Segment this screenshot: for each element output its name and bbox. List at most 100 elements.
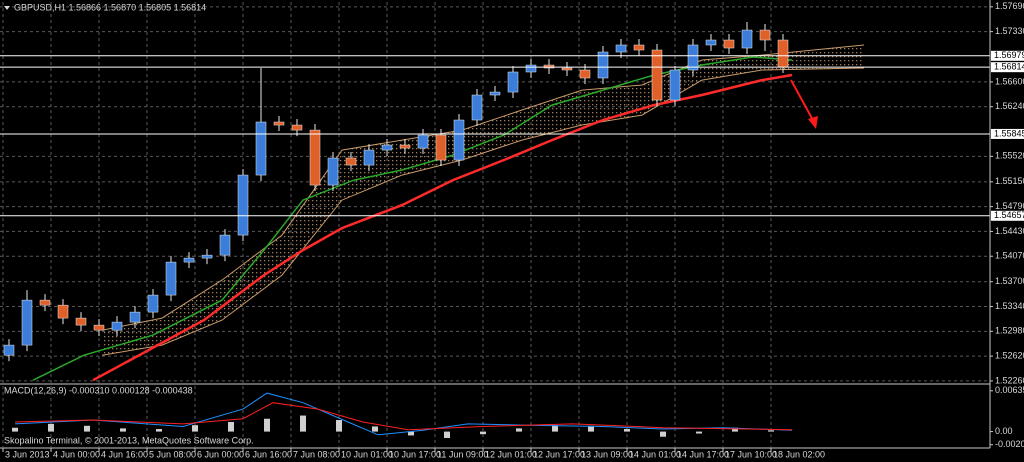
macd-histogram-bar — [768, 430, 774, 432]
macd-histogram-bar — [336, 420, 342, 432]
y-tick-label: 1.56600 — [995, 76, 1024, 86]
x-tick-label: 17 Jun 10:00 — [725, 449, 777, 459]
moving-average — [92, 73, 793, 382]
candle-body — [579, 69, 591, 79]
y-tick-label: 1.55150 — [995, 176, 1024, 186]
y-tick-label: 0.006355 — [995, 385, 1024, 395]
level-label: 1.56814 — [994, 62, 1024, 72]
menu-triangle — [4, 6, 10, 10]
y-tick-label: 1.54430 — [995, 226, 1024, 236]
x-tick-label: 12 Jun 01:00 — [485, 449, 537, 459]
x-tick-label: 13 Jun 09:00 — [581, 449, 633, 459]
macd-histogram-bar — [84, 425, 90, 432]
indicator-title: MACD(12,26,9) -0.000310 0.000128 -0.0004… — [4, 385, 193, 395]
macd-histogram-bar — [660, 431, 666, 437]
candle-body — [255, 121, 267, 176]
candle-body — [147, 294, 159, 313]
candle-body — [561, 67, 573, 71]
x-tick-label: 10 Jun 17:00 — [389, 449, 441, 459]
candle-body — [471, 94, 483, 121]
candle-body — [525, 64, 537, 73]
candle-body — [201, 254, 213, 259]
candle-body — [417, 134, 429, 149]
y-tick-label: 1.52620 — [995, 351, 1024, 361]
level-label-box — [991, 62, 1024, 73]
level-label-box — [991, 210, 1024, 221]
y-tick-label: 1.52260 — [995, 375, 1024, 385]
chart-title: GBPUSD,H1 1.56866 1.56870 1.56805 1.5681… — [14, 2, 206, 12]
candle-body — [57, 304, 69, 319]
level-label: 1.55845 — [994, 128, 1024, 138]
x-tick-label: 10 Jun 01:00 — [341, 449, 393, 459]
annotation-arrow — [790, 79, 818, 129]
y-tick-label: 1.55520 — [995, 151, 1024, 161]
macd-histogram-bar — [120, 428, 126, 432]
candle-body — [363, 149, 375, 166]
copyright: Skopalino Terminal, © 2001-2013, MetaQuo… — [4, 435, 254, 445]
y-tick-label: 1.53340 — [995, 301, 1024, 311]
x-tick-label: 6 Jun 16:00 — [245, 449, 292, 459]
macd-histogram-bar — [588, 425, 594, 432]
candle-body — [687, 44, 699, 71]
x-tick-label: 4 Jun 00:00 — [53, 449, 100, 459]
y-tick-label: -0.002050 — [995, 439, 1024, 449]
macd-histogram-bar — [48, 423, 54, 432]
y-tick-label: 1.52980 — [995, 326, 1024, 336]
candle-body — [669, 69, 681, 101]
arrow-head — [808, 116, 818, 129]
candle-body — [273, 121, 285, 126]
candle-body — [435, 134, 447, 161]
macd-histogram-bar — [192, 425, 198, 432]
macd-main-line — [14, 392, 793, 436]
y-tick-label: 0.00 — [995, 426, 1013, 436]
x-tick-label: 3 Jun 2013 — [5, 449, 50, 459]
candle-body — [75, 317, 87, 326]
candle-body — [651, 49, 663, 101]
candle-body — [237, 174, 249, 236]
candle-body — [597, 51, 609, 79]
candle-body — [705, 39, 717, 46]
candle-body — [309, 129, 321, 186]
candle-body — [3, 344, 15, 356]
y-tick-label: 1.57690 — [995, 1, 1024, 11]
candle-body — [489, 91, 501, 96]
candle-body — [759, 29, 771, 41]
candle-body — [507, 71, 519, 93]
candle-body — [183, 257, 195, 263]
candle-body — [543, 64, 555, 69]
y-tick-label: 1.54790 — [995, 201, 1024, 211]
x-tick-label: 14 Jun 01:00 — [629, 449, 681, 459]
candle-body — [165, 261, 177, 296]
level-label-box — [991, 50, 1024, 61]
macd-histogram-bar — [12, 427, 18, 432]
candle-body — [93, 324, 105, 331]
x-tick-label: 6 Jun 00:00 — [197, 449, 244, 459]
candle-body — [381, 144, 393, 151]
candle-body — [129, 311, 141, 323]
level-label: 1.56979 — [994, 50, 1024, 60]
x-tick-label: 4 Jun 16:00 — [101, 449, 148, 459]
macd-histogram-bar — [408, 431, 414, 436]
candle-body — [615, 44, 627, 53]
y-tick-label: 1.53700 — [995, 276, 1024, 286]
x-tick-label: 5 Jun 08:00 — [149, 449, 196, 459]
macd-histogram-bar — [732, 427, 738, 432]
x-tick-label: 11 Jun 09:00 — [437, 449, 488, 459]
macd-histogram-bar — [300, 415, 306, 432]
candle-body — [345, 157, 357, 166]
candle-body — [723, 39, 735, 49]
candle-body — [219, 234, 231, 256]
candle-body — [21, 299, 33, 346]
macd-histogram-bar — [372, 426, 378, 432]
x-tick-label: 14 Jun 17:00 — [677, 449, 729, 459]
candle-body — [741, 29, 753, 49]
candle-body — [39, 299, 51, 306]
cloud-area — [102, 44, 864, 356]
macd-histogram-bar — [228, 421, 234, 432]
y-tick-label: 1.57330 — [995, 26, 1024, 36]
macd-histogram-bar — [516, 428, 522, 432]
level-label: 1.54657 — [994, 210, 1024, 220]
macd-signal-line — [14, 402, 793, 431]
